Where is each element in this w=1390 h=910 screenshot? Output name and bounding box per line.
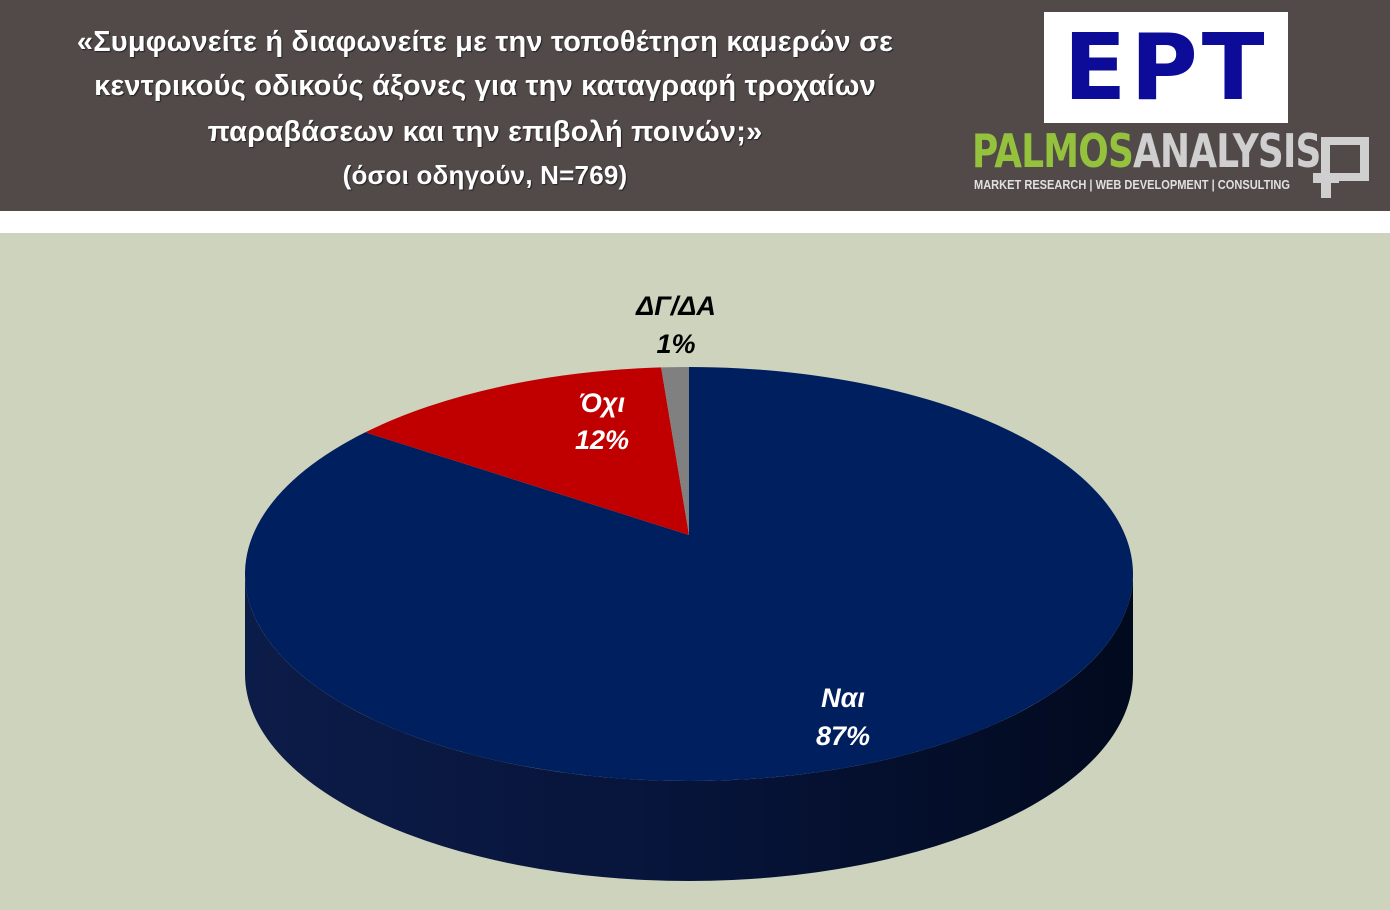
ert-logo: ΕΡΤ bbox=[1044, 12, 1288, 123]
label-nai-value: 87% bbox=[816, 721, 870, 751]
palmos-analysis-logo: PALMOSANALYSIS bbox=[972, 128, 1321, 174]
ert-logo-text: ΕΡΤ bbox=[1063, 13, 1269, 121]
palmos-mark-icon bbox=[1313, 137, 1369, 198]
chart-area: Ναι 87% Όχι 12% ΔΓ/ΔΑ 1% bbox=[0, 233, 1390, 910]
label-dgda-value: 1% bbox=[656, 329, 695, 359]
title-line-2: κεντρικούς οδικούς άξονες για την καταγρ… bbox=[94, 70, 876, 102]
header: «Συμφωνείτε ή διαφωνείτε με την τοποθέτη… bbox=[0, 0, 1390, 211]
palmos-logo-green: PALMOS bbox=[972, 124, 1134, 178]
label-dgda-category: ΔΓ/ΔΑ bbox=[635, 291, 716, 321]
slice-nai bbox=[244, 367, 1134, 781]
label-oxi-value: 12% bbox=[575, 425, 629, 455]
label-oxi-category: Όχι bbox=[579, 388, 625, 418]
title-line-1: «Συμφωνείτε ή διαφωνείτε με την τοποθέτη… bbox=[76, 26, 894, 58]
pie-chart: Ναι 87% Όχι 12% ΔΓ/ΔΑ 1% bbox=[244, 291, 1134, 881]
subtitle: (όσοι οδηγούν, N=769) bbox=[342, 160, 628, 190]
palmos-tagline: MARKET RESEARCH | WEB DEVELOPMENT | CONS… bbox=[974, 177, 1291, 192]
title-line-3: παραβάσεων και την επιβολή ποινών;» bbox=[207, 116, 763, 148]
pie-side bbox=[245, 574, 1133, 881]
slice-oxi bbox=[365, 367, 689, 535]
slice-dgda bbox=[661, 367, 689, 535]
palmos-logo-gray: ANALYSIS bbox=[1133, 124, 1321, 178]
label-nai-category: Ναι bbox=[821, 683, 865, 713]
